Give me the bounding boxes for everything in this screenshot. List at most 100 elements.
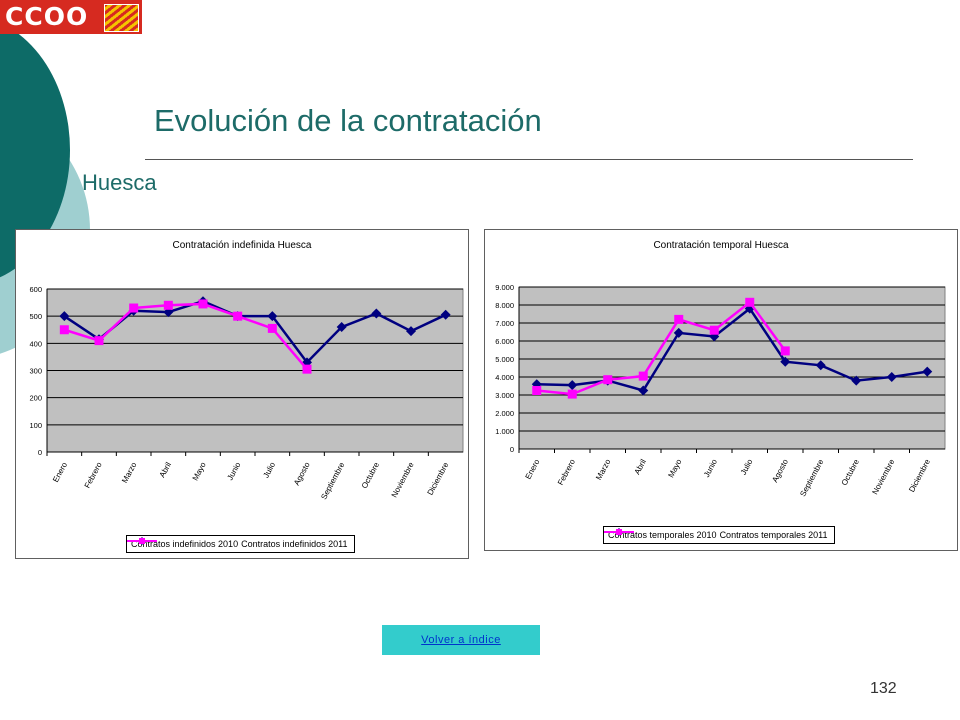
y-tick-label: 100: [29, 421, 42, 430]
data-point: [745, 297, 755, 307]
series-line-2: [63, 302, 308, 370]
x-tick-label: Septiembre: [319, 460, 346, 501]
series-line-1: [63, 299, 447, 365]
y-tick-label: 200: [29, 394, 42, 403]
data-point: [267, 311, 278, 322]
y-tick-label: 6.000: [495, 337, 514, 346]
data-point: [163, 300, 173, 310]
data-point: [780, 346, 790, 356]
chart-plot: 0 1.000 2.000 3.000 4.000 5.000 6.000 7.000 8.00…: [495, 283, 946, 498]
x-tick-label: Abril: [158, 461, 174, 480]
back-to-index-link[interactable]: Volver a índice: [382, 625, 540, 655]
data-point: [567, 389, 577, 399]
x-tick-label: Octubre: [360, 460, 382, 490]
series-line-2: [536, 300, 787, 396]
aragon-flag-icon: [104, 4, 139, 32]
x-tick-label: Diciembre: [907, 457, 932, 494]
data-point: [302, 364, 312, 374]
data-point: [709, 325, 719, 335]
x-tick-label: Febrero: [83, 460, 104, 489]
data-point: [440, 309, 451, 320]
legend-item-2011: Contratos temporales 2011: [604, 529, 828, 540]
data-point: [638, 371, 648, 381]
x-tick-label: Julio: [261, 460, 277, 479]
data-point: [371, 308, 382, 319]
x-tick-label: Enero: [524, 457, 542, 481]
legend-label: Contratos temporales 2011: [719, 530, 828, 540]
x-tick-label: Diciembre: [426, 460, 451, 497]
plot-area: [518, 286, 946, 450]
y-tick-label: 2.000: [495, 409, 514, 418]
title-divider: [145, 159, 913, 160]
data-point: [94, 336, 104, 346]
x-tick-label: Junio: [226, 460, 243, 482]
x-tick-label: Noviembre: [870, 457, 896, 496]
data-point: [267, 323, 277, 333]
data-point: [851, 375, 862, 386]
x-tick-label: Noviembre: [390, 460, 416, 499]
data-point: [922, 366, 933, 377]
legend-swatch-2011: [604, 529, 634, 535]
chart-title: Contratación indefinida Huesca: [172, 240, 312, 251]
y-tick-label: 300: [29, 367, 42, 376]
x-tick-label: Agosto: [292, 460, 312, 487]
legend-label: Contratos indefinidos 2011: [241, 539, 348, 549]
data-point: [129, 303, 139, 313]
x-tick-label: Septiembre: [798, 457, 825, 498]
y-tick-label: 9.000: [495, 283, 514, 292]
data-point: [780, 356, 791, 367]
legend-label: Contratos temporales 2010: [608, 530, 717, 540]
x-tick-label: Agosto: [770, 457, 790, 484]
x-tick-label: Abril: [633, 458, 649, 477]
data-point: [638, 385, 649, 396]
y-tick-label: 0: [510, 445, 514, 454]
x-tick-label: Octubre: [840, 457, 862, 487]
y-tick-label: 600: [29, 285, 42, 294]
x-tick-label: Mayo: [191, 460, 208, 482]
data-point: [531, 379, 542, 390]
x-tick-label: Marzo: [120, 460, 139, 484]
x-tick-label: Enero: [51, 460, 69, 484]
x-tick-label: Marzo: [594, 457, 613, 481]
y-tick-label: 3.000: [495, 391, 514, 400]
data-point: [815, 360, 826, 371]
page-number: 132: [870, 680, 897, 697]
logo-text: CCOO: [5, 2, 89, 31]
y-tick-label: 4.000: [495, 373, 514, 382]
data-point: [336, 322, 347, 333]
chart-title: Contratación temporal Huesca: [653, 240, 789, 251]
data-point: [886, 372, 897, 382]
x-tick-label: Mayo: [666, 457, 683, 479]
data-point: [674, 314, 684, 324]
chart-legend: Contratos indefinidos 2010 Contratos ind…: [126, 535, 356, 553]
legend-swatch-2011: [127, 538, 157, 544]
page-title: Evolución de la contratación: [154, 103, 542, 138]
data-point: [532, 386, 542, 395]
data-point: [198, 299, 208, 309]
y-tick-label: 5.000: [495, 355, 514, 364]
chart-temporales: Contratación temporal Huesca 0 1.000 2.000…: [484, 229, 958, 551]
x-tick-label: Febrero: [556, 457, 577, 486]
y-tick-label: 400: [29, 339, 42, 348]
chart-indefinidos: Contratación indefinida Huesca 0 100 200 30…: [15, 229, 469, 559]
chart-legend: Contratos temporales 2010 Contratos temp…: [603, 526, 836, 544]
legend-label: Contratos indefinidos 2010: [131, 539, 239, 549]
data-point: [59, 325, 69, 335]
data-point: [406, 326, 416, 337]
data-point: [233, 311, 243, 321]
x-tick-label: Junio: [702, 457, 719, 479]
x-tick-label: Julio: [739, 457, 755, 476]
data-point: [567, 380, 578, 391]
ccoo-logo: CCOO: [0, 0, 142, 34]
page-subtitle: Huesca: [82, 170, 157, 195]
y-tick-label: 0: [38, 448, 42, 457]
data-point: [603, 375, 613, 385]
y-tick-label: 500: [29, 312, 42, 321]
y-tick-label: 7.000: [495, 319, 514, 328]
y-tick-label: 8.000: [495, 301, 514, 310]
legend-item-2011: Contratos indefinidos 2011: [127, 538, 348, 549]
y-tick-label: 1.000: [495, 427, 514, 436]
chart-plot: 0 100 200 300 400 500 600 Enero Febrero Marzo Abri…: [29, 285, 464, 501]
data-point: [59, 311, 70, 322]
data-point: [673, 327, 684, 338]
